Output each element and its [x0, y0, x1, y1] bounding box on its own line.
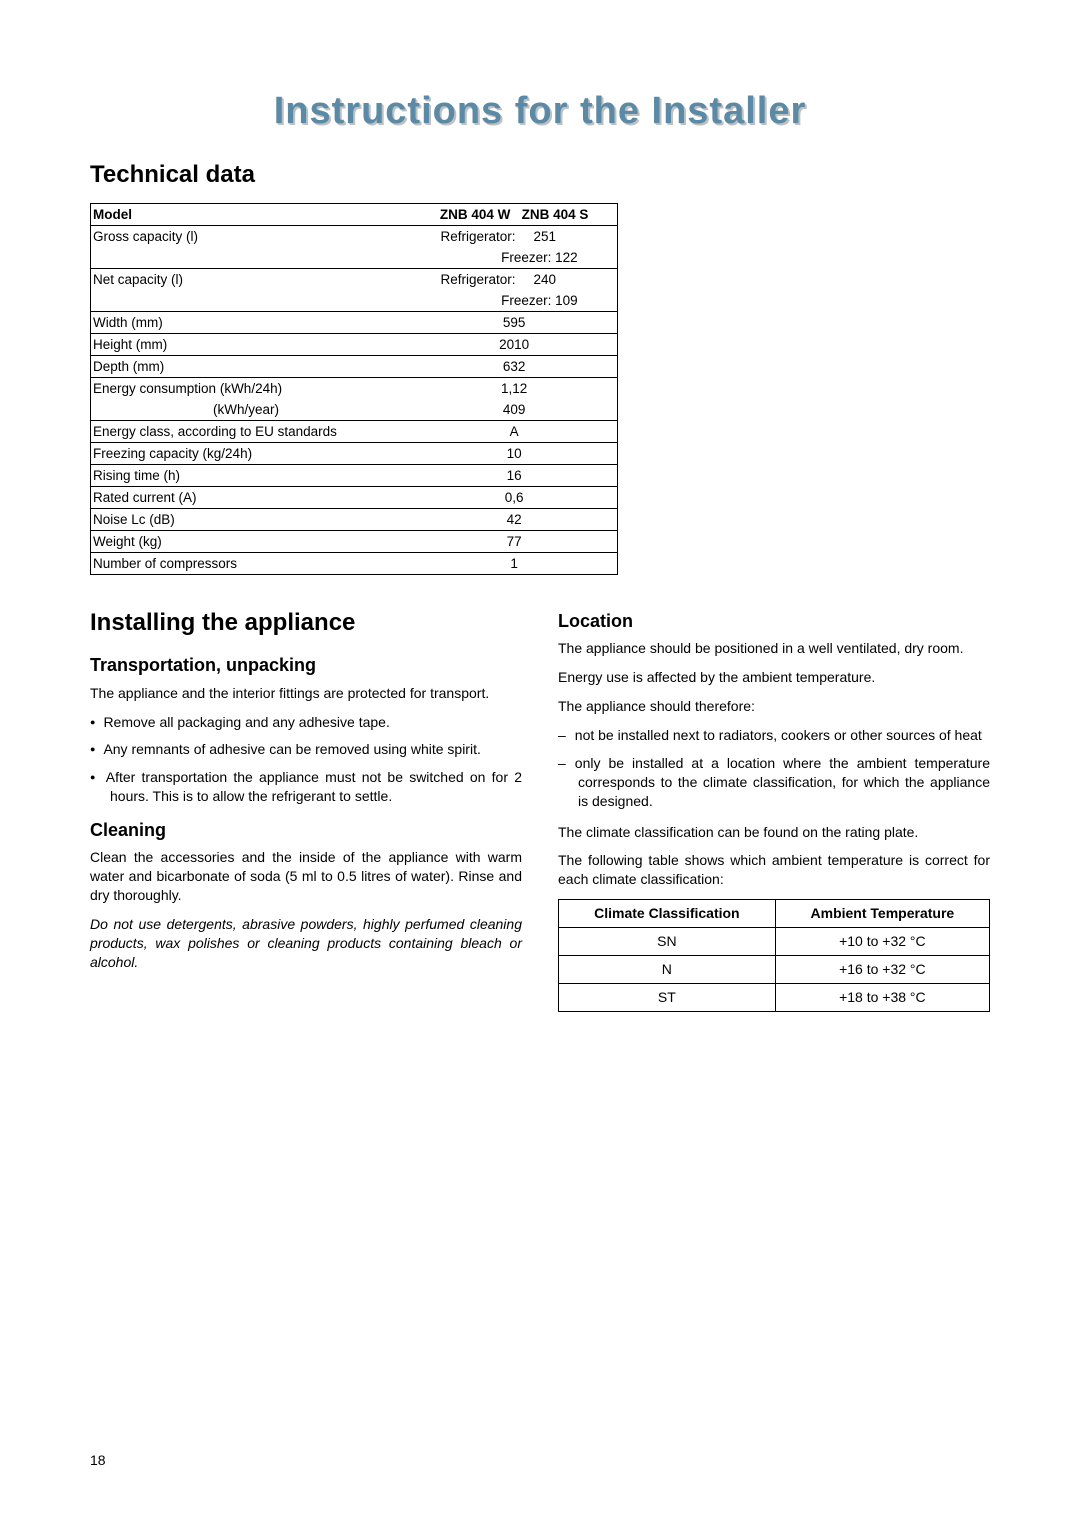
cleaning-warning: Do not use detergents, abrasive powders,… [90, 916, 522, 970]
td-value-label: Freezer: [451, 250, 552, 265]
installing-heading: Installing the appliance [90, 607, 522, 639]
cleaning-p1: Clean the accessories and the inside of … [90, 848, 522, 905]
td-value: 1 [415, 553, 617, 575]
climate-cell: N [559, 955, 776, 983]
td-value-num: 109 [555, 293, 578, 308]
td-label-empty [91, 247, 416, 269]
transport-item: Any remnants of adhesive can be removed … [90, 740, 522, 759]
td-label: Rated current (A) [91, 487, 416, 509]
transport-item: After transportation the appliance must … [90, 768, 522, 806]
td-label: Rising time (h) [91, 465, 416, 487]
td-value: 1,12 [415, 378, 617, 400]
transport-item: Remove all packaging and any adhesive ta… [90, 713, 522, 732]
td-value: Freezer: 122 [415, 247, 617, 269]
climate-table: Climate Classification Ambient Temperatu… [558, 899, 990, 1012]
td-value: 632 [415, 356, 617, 378]
td-value: 2010 [415, 334, 617, 356]
td-label: Depth (mm) [91, 356, 416, 378]
location-heading: Location [558, 609, 990, 633]
td-label: Width (mm) [91, 312, 416, 334]
location-p1: The appliance should be positioned in a … [558, 639, 990, 658]
td-label-empty [91, 290, 416, 312]
climate-cell: +16 to +32 °C [775, 955, 989, 983]
transport-heading: Transportation, unpacking [90, 653, 522, 677]
td-value-label: Freezer: [451, 293, 552, 308]
location-item: only be installed at a location where th… [558, 754, 990, 811]
location-p5: The following table shows which ambient … [558, 851, 990, 889]
td-label: Number of compressors [91, 553, 416, 575]
td-value: 409 [415, 399, 617, 421]
td-value: A [415, 421, 617, 443]
table-row: ST +18 to +38 °C [559, 983, 990, 1011]
left-column: Installing the appliance Transportation,… [90, 601, 522, 1012]
td-value: 0,6 [415, 487, 617, 509]
td-label: Freezing capacity (kg/24h) [91, 443, 416, 465]
climate-cell: ST [559, 983, 776, 1011]
td-value: Refrigerator:240 [415, 269, 617, 291]
td-header-label: Model [91, 204, 416, 226]
td-label: Noise Lc (dB) [91, 509, 416, 531]
td-value-num: 240 [534, 272, 602, 287]
cleaning-heading: Cleaning [90, 818, 522, 842]
td-value: 77 [415, 531, 617, 553]
location-list: not be installed next to radiators, cook… [558, 726, 990, 811]
td-label: Height (mm) [91, 334, 416, 356]
technical-data-heading: Technical data [90, 161, 990, 189]
right-column: Location The appliance should be positio… [558, 601, 990, 1012]
td-value-label: Refrigerator: [427, 229, 534, 244]
td-value: 42 [415, 509, 617, 531]
technical-data-table: Model ZNB 404 W ZNB 404 S Gross capacity… [90, 203, 618, 575]
td-label: Gross capacity (l) [91, 226, 416, 248]
climate-header-1: Climate Classification [559, 900, 776, 928]
td-header-col2: ZNB 404 W [440, 207, 511, 222]
td-value: Freezer: 109 [415, 290, 617, 312]
table-row: SN +10 to +32 °C [559, 928, 990, 956]
table-row: N +16 to +32 °C [559, 955, 990, 983]
td-value: 595 [415, 312, 617, 334]
page-title: Instructions for the Installer [90, 90, 990, 133]
location-p3: The appliance should therefore: [558, 697, 990, 716]
climate-header-2: Ambient Temperature [775, 900, 989, 928]
td-label: Energy consumption (kWh/24h) [91, 378, 416, 400]
td-header-models: ZNB 404 W ZNB 404 S [415, 204, 617, 226]
td-value-num: 122 [555, 250, 578, 265]
page-number: 18 [90, 1452, 106, 1468]
td-value-num: 251 [534, 229, 602, 244]
climate-cell: +18 to +38 °C [775, 983, 989, 1011]
location-p2: Energy use is affected by the ambient te… [558, 668, 990, 687]
td-value: Refrigerator:251 [415, 226, 617, 248]
td-value: 10 [415, 443, 617, 465]
climate-cell: SN [559, 928, 776, 956]
transport-list: Remove all packaging and any adhesive ta… [90, 713, 522, 807]
td-header-col3: ZNB 404 S [522, 207, 589, 222]
transport-intro: The appliance and the interior fittings … [90, 684, 522, 703]
td-label: Net capacity (l) [91, 269, 416, 291]
td-value-label: Refrigerator: [427, 272, 534, 287]
td-label: Weight (kg) [91, 531, 416, 553]
climate-cell: +10 to +32 °C [775, 928, 989, 956]
location-p4: The climate classification can be found … [558, 823, 990, 842]
td-label-sub: (kWh/year) [91, 399, 416, 421]
cleaning-p2: Do not use detergents, abrasive powders,… [90, 915, 522, 972]
location-item: not be installed next to radiators, cook… [558, 726, 990, 745]
td-label: Energy class, according to EU standards [91, 421, 416, 443]
td-value: 16 [415, 465, 617, 487]
